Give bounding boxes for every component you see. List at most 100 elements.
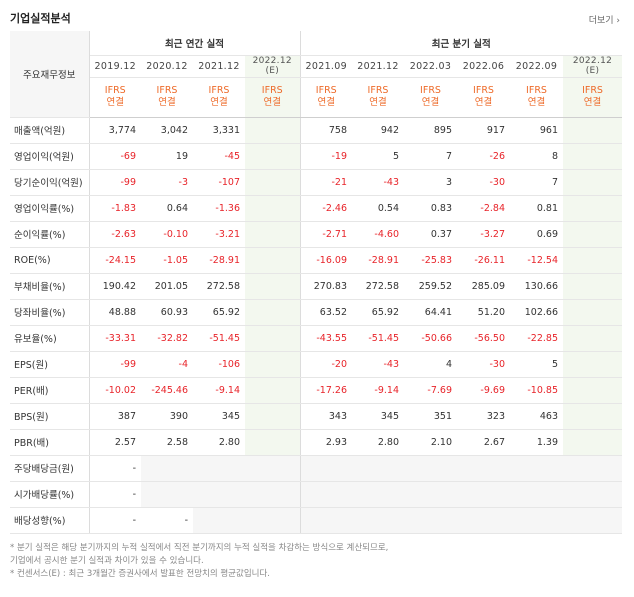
row-label: 당좌비율(%) bbox=[10, 299, 90, 326]
value-cell bbox=[510, 481, 563, 508]
value-cell bbox=[300, 507, 352, 534]
value-cell bbox=[245, 351, 301, 378]
value-cell bbox=[245, 299, 301, 326]
value-cell: -1.05 bbox=[141, 247, 193, 274]
value-cell: -9.69 bbox=[457, 377, 510, 404]
ifrs-label: IFRS bbox=[315, 85, 337, 96]
ifrs-label: IFRS bbox=[420, 85, 441, 96]
table-row: 영업이익률(%) -1.83 0.64 -1.36 -2.46 0.54 0.83 -2.84… bbox=[10, 195, 623, 222]
quarter-group-header: 최근 분기 실적 bbox=[300, 31, 623, 56]
value-cell: -0.10 bbox=[141, 221, 193, 248]
value-cell: 102.66 bbox=[510, 299, 563, 326]
value-cell: -69 bbox=[89, 143, 141, 170]
more-link[interactable]: 더보기 › bbox=[588, 16, 620, 26]
value-cell: -10.85 bbox=[510, 377, 563, 404]
period-header: 2021.12 bbox=[193, 55, 245, 78]
table-row: 부채비율(%) 190.42 201.05 272.58 270.83 272.58 259… bbox=[10, 273, 623, 300]
consolidated-label: 연결 bbox=[158, 97, 176, 108]
consolidated-label: 연결 bbox=[263, 97, 281, 108]
value-cell: 0.83 bbox=[404, 195, 457, 222]
value-cell: 3 bbox=[404, 169, 457, 196]
table-row: 주당배당금(원) - bbox=[10, 455, 623, 482]
period-header: 2020.12 bbox=[141, 55, 193, 78]
value-cell: - bbox=[89, 507, 141, 534]
value-cell bbox=[245, 221, 301, 248]
value-cell bbox=[300, 455, 352, 482]
value-cell: 0.37 bbox=[404, 221, 457, 248]
value-cell: -25.83 bbox=[404, 247, 457, 274]
table-row: EPS(원) -99 -4 -106 -20 -43 4 -30 5 bbox=[10, 351, 623, 378]
value-cell: 0.64 bbox=[141, 195, 193, 222]
row-label: EPS(원) bbox=[10, 351, 90, 378]
value-cell: -20 bbox=[300, 351, 352, 378]
value-cell: -12.54 bbox=[510, 247, 563, 274]
value-cell: -10.02 bbox=[89, 377, 141, 404]
value-cell: -43 bbox=[352, 169, 404, 196]
period-header: 2019.12 bbox=[89, 55, 141, 78]
value-cell bbox=[404, 455, 457, 482]
value-cell bbox=[352, 455, 404, 482]
footnote-line: * 분기 실적은 해당 분기까지의 누적 실적에서 직전 분기까지의 누적 실적… bbox=[10, 543, 389, 553]
row-label: 주당배당금(원) bbox=[10, 455, 90, 482]
value-cell: -19 bbox=[300, 143, 352, 170]
value-cell bbox=[245, 195, 301, 222]
value-cell bbox=[563, 221, 623, 248]
accounting-type-header: IFRS 연결 bbox=[352, 77, 404, 118]
value-cell bbox=[352, 481, 404, 508]
value-cell: -17.26 bbox=[300, 377, 352, 404]
value-cell bbox=[245, 429, 301, 456]
value-cell: -56.50 bbox=[457, 325, 510, 352]
value-cell: -106 bbox=[193, 351, 245, 378]
footnote-line: * 컨센서스(E) : 최근 3개월간 증권사에서 발표한 전망치의 평균값입니… bbox=[10, 569, 270, 579]
accounting-type-header: IFRS 연결 bbox=[404, 77, 457, 118]
value-cell: -30 bbox=[457, 169, 510, 196]
value-cell bbox=[563, 117, 623, 144]
financial-table: 주요재무정보 최근 연간 실적 최근 분기 실적 2019.12 2020.12 2… bbox=[10, 31, 623, 534]
value-cell bbox=[563, 143, 623, 170]
ifrs-label: IFRS bbox=[473, 85, 494, 96]
table-row: PBR(배) 2.57 2.58 2.80 2.93 2.80 2.10 2.67 1.39 bbox=[10, 429, 623, 456]
value-cell: 463 bbox=[510, 403, 563, 430]
value-cell: 343 bbox=[300, 403, 352, 430]
value-cell: 2.67 bbox=[457, 429, 510, 456]
consolidated-label: 연결 bbox=[583, 97, 602, 108]
value-cell bbox=[245, 507, 301, 534]
value-cell: 3,042 bbox=[141, 117, 193, 144]
accounting-type-header: IFRS 연결 bbox=[563, 77, 623, 118]
consolidated-label: 연결 bbox=[106, 97, 124, 108]
value-cell: -21 bbox=[300, 169, 352, 196]
table-row: ROE(%) -24.15 -1.05 -28.91 -16.09 -28.91 -25.8… bbox=[10, 247, 623, 274]
footnotes: * 분기 실적은 해당 분기까지의 누적 실적에서 직전 분기까지의 누적 실적… bbox=[10, 542, 388, 581]
value-cell: 1.39 bbox=[510, 429, 563, 456]
value-cell bbox=[300, 481, 352, 508]
value-cell: 2.57 bbox=[89, 429, 141, 456]
value-cell bbox=[510, 455, 563, 482]
row-label: 영업이익(억원) bbox=[10, 143, 90, 170]
value-cell: -2.63 bbox=[89, 221, 141, 248]
row-label: 유보율(%) bbox=[10, 325, 90, 352]
value-cell bbox=[193, 455, 245, 482]
period-header: 2022.12 (E) bbox=[245, 55, 301, 78]
value-cell bbox=[245, 247, 301, 274]
value-cell: 390 bbox=[141, 403, 193, 430]
value-cell: 5 bbox=[352, 143, 404, 170]
value-cell: -45 bbox=[193, 143, 245, 170]
table-row: 배당성향(%) - - bbox=[10, 507, 623, 534]
period-header: 2022.06 bbox=[457, 55, 510, 78]
value-cell: -28.91 bbox=[193, 247, 245, 274]
value-cell: -3.21 bbox=[193, 221, 245, 248]
table-row: 시가배당률(%) - bbox=[10, 481, 623, 508]
value-cell: -3.27 bbox=[457, 221, 510, 248]
value-cell bbox=[245, 117, 301, 144]
ifrs-label: IFRS bbox=[261, 85, 283, 96]
value-cell: 0.54 bbox=[352, 195, 404, 222]
ifrs-label: IFRS bbox=[208, 85, 230, 96]
value-cell bbox=[457, 507, 510, 534]
value-cell: 758 bbox=[300, 117, 352, 144]
value-cell bbox=[510, 507, 563, 534]
value-cell bbox=[563, 455, 623, 482]
value-cell: 272.58 bbox=[352, 273, 404, 300]
value-cell: -51.45 bbox=[352, 325, 404, 352]
value-cell: -4.60 bbox=[352, 221, 404, 248]
value-cell: -26.11 bbox=[457, 247, 510, 274]
